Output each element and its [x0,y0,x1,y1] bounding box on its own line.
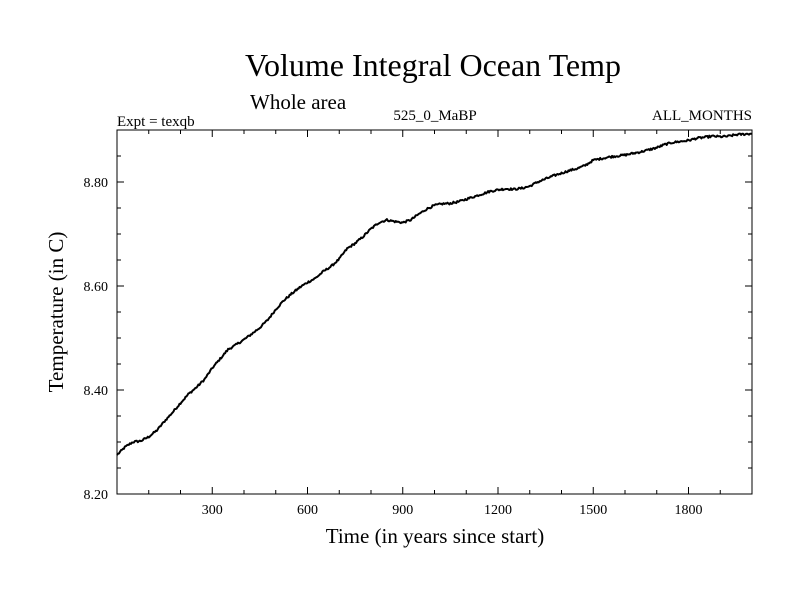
x-tick-label: 900 [392,503,413,518]
y-tick-label: 8.40 [84,384,109,399]
x-tick-label: 1800 [675,503,703,518]
y-tick-label: 8.20 [84,488,109,503]
plot-area-frame [116,129,753,495]
x-tick-label: 600 [297,503,318,518]
chart-title: Volume Integral Ocean Temp [245,47,621,83]
x-tick-label: 1500 [579,503,607,518]
period-label: 525_0_MaBP [393,108,476,124]
x-tick-label: 300 [202,503,223,518]
axis-tick-labels: 300 600 900 1200 1500 1800 8.20 8.40 8.60 8.80 [84,176,703,518]
months-label: ALL_MONTHS [652,108,752,124]
y-tick-label: 8.80 [84,176,109,191]
x-tick-label: 1200 [484,503,512,518]
y-tick-label: 8.60 [84,280,109,295]
axis-ticks [117,130,752,494]
experiment-label: Expt = texqb [117,114,195,130]
chart-subtitle: Whole area [250,90,347,114]
x-axis-label: Time (in years since start) [326,524,545,548]
series-line-ocean-temp [116,132,753,456]
y-axis-label: Temperature (in C) [44,232,68,393]
